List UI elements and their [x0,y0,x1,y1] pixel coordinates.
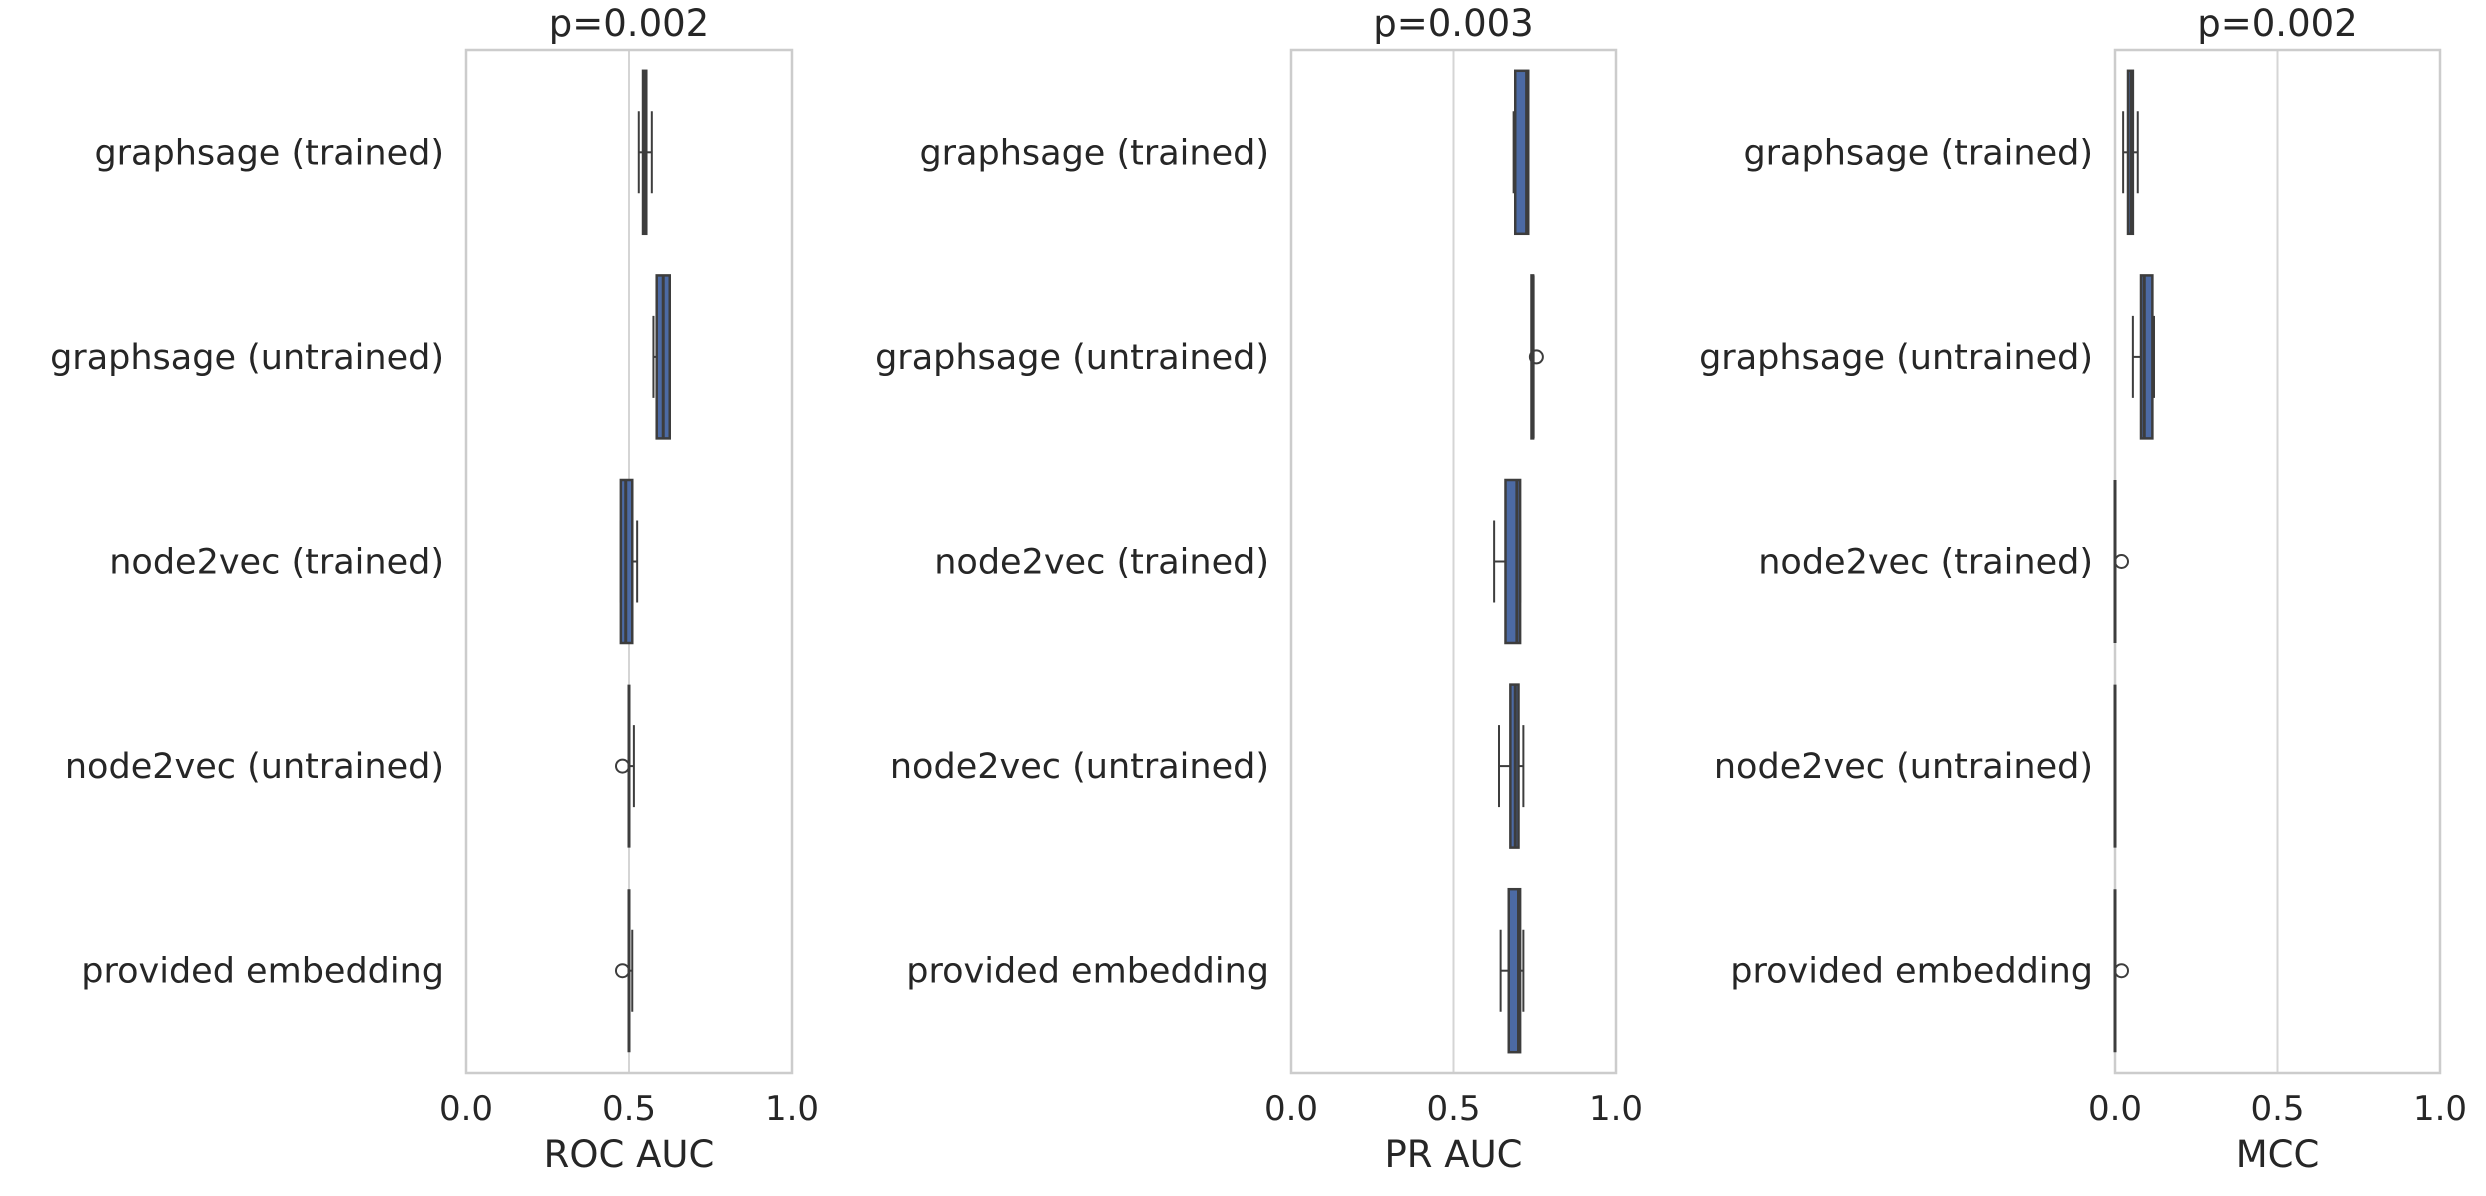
panel-2: graphsage (trained) graphsage (untrained)… [875,2,1643,1176]
x-tick-label-1: 0.0 [2088,1089,2142,1129]
box-2 [652,274,672,440]
category-label-4: node2vec (untrained) [1714,747,2093,787]
box-2 [2131,274,2155,440]
panel-title: p=0.002 [2197,2,2357,45]
axes-frame [464,48,794,1075]
category-label-5: provided embedding [1730,952,2093,992]
box-5 [614,889,634,1053]
box-5 [1499,887,1525,1054]
panel-title: p=0.002 [549,2,709,45]
box-body [1514,69,1530,236]
category-label-2: graphsage (untrained) [1699,338,2093,378]
flier-1 [614,963,630,979]
panel-title: p=0.003 [1373,2,1533,45]
category-label-1: graphsage (trained) [919,133,1269,173]
x-tick-label-2: 0.5 [1426,1089,1480,1129]
x-tick-label-2: 0.5 [602,1089,656,1129]
x-tick-label-3: 1.0 [1589,1089,1643,1129]
category-label-2: graphsage (untrained) [875,338,1269,378]
box-3 [619,478,639,645]
box-2 [1528,274,1544,440]
box-body [1507,887,1522,1054]
category-label-3: node2vec (trained) [109,543,444,583]
category-label-3: node2vec (trained) [934,543,1269,583]
category-label-1: graphsage (trained) [1743,133,2093,173]
category-label-1: graphsage (trained) [94,133,444,173]
flier-1 [2114,963,2129,979]
box-4 [1498,683,1525,849]
category-label-5: provided embedding [81,952,444,992]
x-axis-label: PR AUC [1384,1133,1522,1176]
box-4 [614,684,635,848]
category-label-4: node2vec (untrained) [65,747,444,787]
category-label-4: node2vec (untrained) [890,747,1269,787]
category-label-2: graphsage (untrained) [50,338,444,378]
axes-frame [1289,48,1618,1075]
panel-1: graphsage (trained) graphsage (untrained)… [50,2,819,1176]
box-1 [2122,69,2139,236]
flier-1 [2114,554,2129,569]
flier-1 [614,758,630,774]
x-tick-label-2: 0.5 [2250,1089,2304,1129]
box-5 [2113,889,2129,1053]
flier-1 [1528,349,1544,365]
box-1 [637,69,653,236]
x-tick-label-3: 1.0 [2413,1089,2467,1129]
x-tick-label-3: 1.0 [765,1089,819,1129]
category-label-3: node2vec (trained) [1758,543,2093,583]
panel-3: graphsage (trained) graphsage (untrained)… [1699,2,2467,1176]
category-label-5: provided embedding [906,952,1269,992]
x-axis-label: ROC AUC [544,1133,715,1176]
box-body [2139,274,2154,440]
box-1 [1512,69,1530,236]
x-tick-label-1: 0.0 [439,1089,493,1129]
x-tick-label-1: 0.0 [1264,1089,1318,1129]
box-3 [1493,478,1522,645]
box-3 [2113,480,2129,643]
x-axis-label: MCC [2236,1133,2320,1176]
